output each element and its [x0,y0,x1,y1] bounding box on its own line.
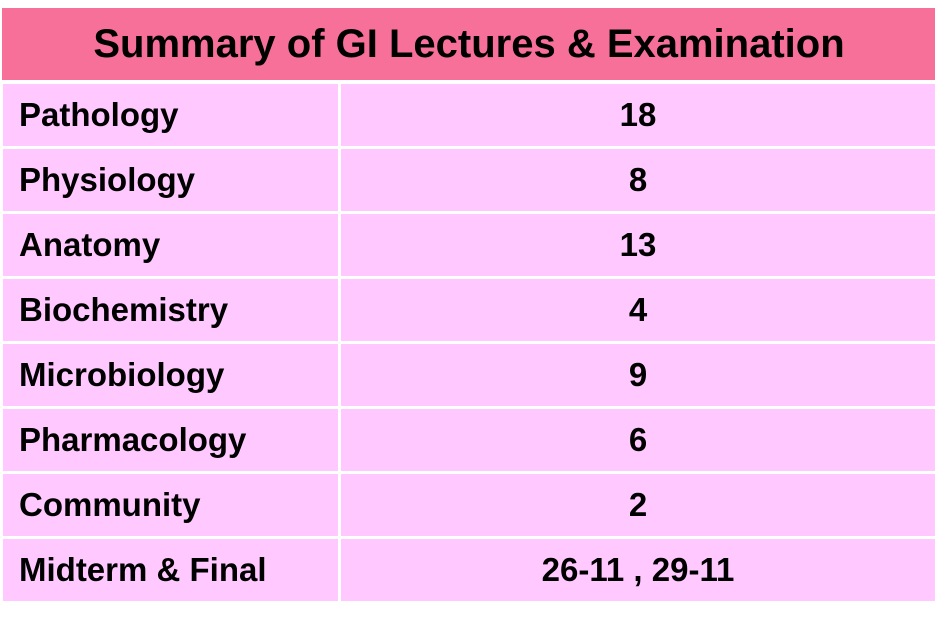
row-label: Anatomy [0,211,341,279]
table-row: Pharmacology 6 [0,406,935,474]
row-label: Biochemistry [0,276,341,344]
row-value: 4 [338,276,935,344]
summary-table: Summary of GI Lectures & Examination Pat… [0,8,935,604]
table-row: Midterm & Final 26-11 , 29-11 [0,536,935,604]
table-title: Summary of GI Lectures & Examination [1,8,935,84]
table-row: Pathology 18 [0,80,935,149]
table-row: Community 2 [0,471,935,539]
row-label: Midterm & Final [0,536,341,604]
row-label: Microbiology [0,341,341,409]
table-row: Biochemistry 4 [0,276,935,344]
table-body: Pathology 18 Physiology 8 Anatomy 13 Biochemis… [0,80,935,604]
row-label: Physiology [0,146,341,214]
row-value: 13 [338,211,935,279]
row-value: 18 [338,80,935,149]
row-label: Pharmacology [0,406,341,474]
title-row: Summary of GI Lectures & Examination [1,8,935,84]
row-label: Community [0,471,341,539]
row-value: 9 [338,341,935,409]
row-value: 6 [338,406,935,474]
row-value: 26-11 , 29-11 [338,536,935,604]
table-row: Anatomy 13 [0,211,935,279]
table-row: Microbiology 9 [0,341,935,409]
row-label: Pathology [0,80,341,149]
table-row: Physiology 8 [0,146,935,214]
row-value: 2 [338,471,935,539]
row-value: 8 [338,146,935,214]
